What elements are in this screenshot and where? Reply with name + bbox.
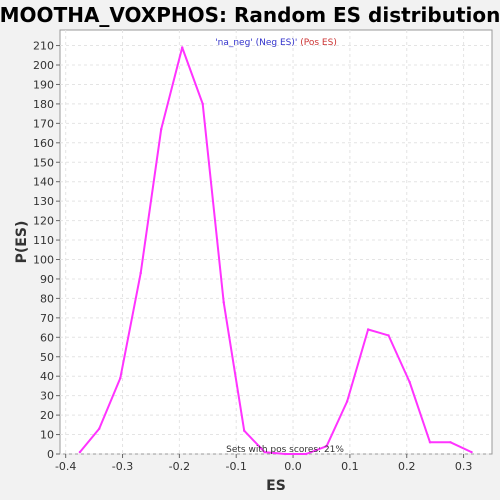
y-tick-label: 150 bbox=[33, 156, 54, 169]
y-tick-label: 0 bbox=[47, 448, 54, 461]
plot-area bbox=[59, 29, 493, 455]
y-axis-title: P(ES) bbox=[14, 221, 30, 264]
y-tick-label: 50 bbox=[40, 351, 54, 364]
y-tick-label: 30 bbox=[40, 390, 54, 403]
legend-entry-quote: ' bbox=[295, 38, 297, 48]
data-point bbox=[160, 128, 163, 131]
legend: 'na_neg' (Neg ES)' (Pos ES) bbox=[215, 38, 337, 48]
series-layer bbox=[78, 46, 473, 456]
data-point bbox=[119, 376, 122, 380]
pos-scores-annotation: Sets with pos scores: 21% bbox=[226, 445, 344, 455]
data-point bbox=[325, 445, 328, 448]
x-tick-label: 0.3 bbox=[455, 460, 473, 473]
data-point bbox=[366, 328, 370, 331]
x-tick-label: -0.1 bbox=[225, 460, 246, 473]
data-point bbox=[428, 441, 432, 444]
y-tick-label: 170 bbox=[33, 117, 54, 130]
y-tick-label: 180 bbox=[33, 98, 54, 111]
x-tick-label: -0.2 bbox=[169, 460, 190, 473]
data-point bbox=[139, 271, 142, 275]
data-point bbox=[243, 429, 246, 432]
y-tick-label: 90 bbox=[40, 273, 54, 286]
x-tick-label: -0.3 bbox=[112, 460, 133, 473]
data-point bbox=[387, 334, 390, 337]
data-point bbox=[201, 102, 204, 106]
y-tick-label: 20 bbox=[40, 409, 54, 422]
y-tick-label: 130 bbox=[33, 195, 54, 208]
y-tick-label: 80 bbox=[40, 292, 54, 305]
y-tick-label: 60 bbox=[40, 331, 54, 344]
x-tick-label: 0.0 bbox=[284, 460, 302, 473]
data-point bbox=[408, 380, 411, 384]
y-tick-label: 160 bbox=[33, 137, 54, 150]
x-tick-label: -0.4 bbox=[55, 460, 76, 473]
data-point bbox=[78, 450, 82, 454]
data-point bbox=[283, 452, 287, 456]
legend-entry-pos: (Pos ES) bbox=[297, 38, 336, 48]
data-point bbox=[304, 452, 308, 456]
grid-lines bbox=[60, 30, 492, 455]
legend-entry-neg: 'na_neg' (Neg ES) bbox=[215, 38, 295, 48]
data-point bbox=[222, 301, 225, 304]
data-point bbox=[345, 400, 349, 403]
data-point bbox=[181, 46, 184, 49]
x-tick-label: 0.1 bbox=[341, 460, 359, 473]
y-tick-label: 110 bbox=[33, 234, 54, 247]
data-point bbox=[470, 450, 473, 454]
y-tick-label: 10 bbox=[40, 429, 54, 442]
y-tick-label: 200 bbox=[33, 59, 54, 72]
es-distribution-line bbox=[79, 46, 472, 455]
x-axis-title: ES bbox=[266, 478, 286, 494]
data-point bbox=[98, 427, 101, 430]
y-tick-label: 190 bbox=[33, 78, 54, 91]
y-tick-label: 140 bbox=[33, 176, 54, 189]
y-tick-label: 70 bbox=[40, 312, 54, 325]
y-axis-ticks: 0 10 20 30 40 50 60 70 80 90 100 110 120 130 140 150 160… bbox=[33, 40, 60, 461]
y-tick-label: 100 bbox=[33, 254, 54, 267]
x-axis-ticks: -0.4 -0.3 -0.2 -0.1 0.0 0.1 0.2 0.3 bbox=[55, 454, 472, 473]
x-tick-label: 0.2 bbox=[398, 460, 416, 473]
data-point bbox=[449, 441, 452, 444]
y-tick-label: 120 bbox=[33, 215, 54, 228]
chart-title: MOOTHA_VOXPHOS: Random ES distribution bbox=[0, 3, 500, 27]
data-point bbox=[263, 450, 266, 454]
y-tick-label: 40 bbox=[40, 370, 54, 383]
y-tick-label: 210 bbox=[33, 40, 54, 53]
